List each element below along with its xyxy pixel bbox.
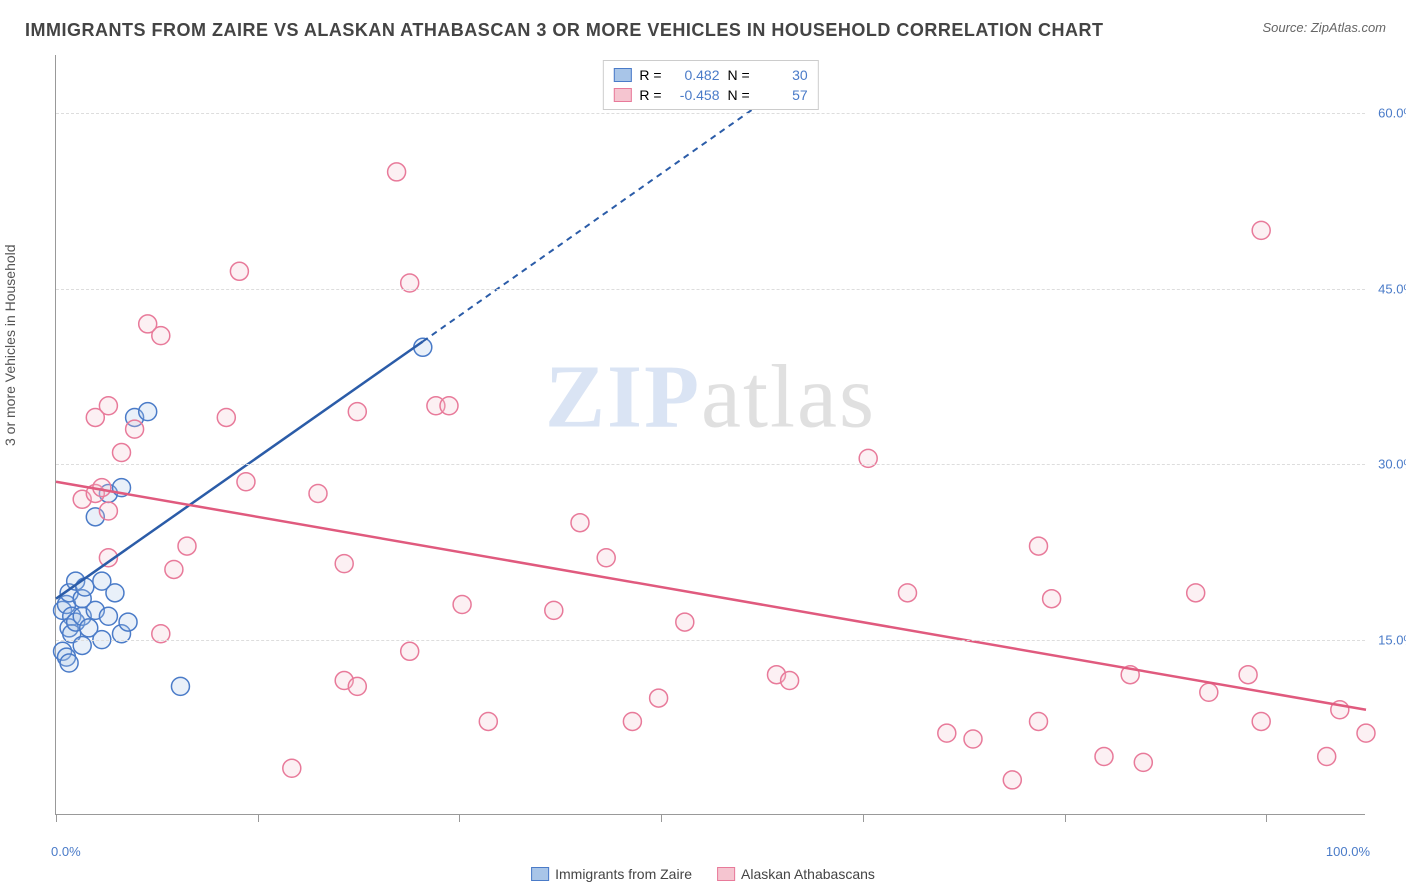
legend-swatch-1 [613, 68, 631, 82]
x-tick [1065, 814, 1066, 822]
data-point [139, 403, 157, 421]
data-point [388, 163, 406, 181]
data-point [1318, 748, 1336, 766]
data-point [650, 689, 668, 707]
trend-line [56, 482, 1366, 710]
data-point [401, 642, 419, 660]
data-point [99, 502, 117, 520]
data-point [938, 724, 956, 742]
x-tick [661, 814, 662, 822]
x-tick [56, 814, 57, 822]
data-point [1252, 712, 1270, 730]
data-point [1003, 771, 1021, 789]
data-point [106, 584, 124, 602]
data-point [1030, 712, 1048, 730]
data-point [165, 560, 183, 578]
grid-line [56, 113, 1365, 114]
y-tick-label: 30.0% [1370, 457, 1406, 472]
x-tick [258, 814, 259, 822]
data-point [152, 327, 170, 345]
x-tick [863, 814, 864, 822]
data-point [781, 672, 799, 690]
data-point [237, 473, 255, 491]
chart-title: IMMIGRANTS FROM ZAIRE VS ALASKAN ATHABAS… [25, 20, 1104, 41]
legend-correlation-box: R = 0.482 N = 30 R = -0.458 N = 57 [602, 60, 818, 110]
r-value-1: 0.482 [670, 67, 720, 83]
x-tick-label-right: 100.0% [1326, 844, 1370, 859]
source-label: Source: ZipAtlas.com [1262, 20, 1386, 35]
data-point [440, 397, 458, 415]
data-point [1095, 748, 1113, 766]
scatter-svg [56, 55, 1365, 814]
data-point [479, 712, 497, 730]
n-value-2: 57 [758, 87, 808, 103]
r-prefix: R = [639, 67, 661, 83]
n-prefix: N = [728, 67, 750, 83]
data-point [119, 613, 137, 631]
data-point [283, 759, 301, 777]
legend-row-series2: R = -0.458 N = 57 [613, 85, 807, 105]
data-point [1134, 753, 1152, 771]
trend-line [56, 341, 423, 598]
data-point [571, 514, 589, 532]
r-prefix: R = [639, 87, 661, 103]
data-point [964, 730, 982, 748]
data-point [623, 712, 641, 730]
x-tick [459, 814, 460, 822]
data-point [1187, 584, 1205, 602]
data-point [545, 601, 563, 619]
data-point [113, 444, 131, 462]
x-tick [1266, 814, 1267, 822]
grid-line [56, 289, 1365, 290]
grid-line [56, 464, 1365, 465]
n-value-1: 30 [758, 67, 808, 83]
legend-bottom-swatch-2 [717, 867, 735, 881]
data-point [1239, 666, 1257, 684]
grid-line [56, 640, 1365, 641]
data-point [76, 578, 94, 596]
data-point [335, 555, 353, 573]
data-point [899, 584, 917, 602]
data-point [230, 262, 248, 280]
data-point [99, 397, 117, 415]
data-point [676, 613, 694, 631]
legend-bottom-item-1: Immigrants from Zaire [531, 866, 692, 882]
plot-area: ZIPatlas R = 0.482 N = 30 R = -0.458 N =… [55, 55, 1365, 815]
data-point [597, 549, 615, 567]
data-point [348, 677, 366, 695]
legend-bottom-item-2: Alaskan Athabascans [717, 866, 875, 882]
data-point [1030, 537, 1048, 555]
data-point [348, 403, 366, 421]
trend-line-extrapolated [423, 102, 764, 342]
data-point [171, 677, 189, 695]
data-point [217, 408, 235, 426]
legend-bottom-label-2: Alaskan Athabascans [741, 866, 875, 882]
data-point [60, 654, 78, 672]
data-point [1200, 683, 1218, 701]
y-tick-label: 15.0% [1370, 632, 1406, 647]
data-point [1252, 221, 1270, 239]
y-axis-label: 3 or more Vehicles in Household [2, 244, 18, 446]
data-point [178, 537, 196, 555]
data-point [453, 596, 471, 614]
r-value-2: -0.458 [670, 87, 720, 103]
n-prefix: N = [728, 87, 750, 103]
data-point [1043, 590, 1061, 608]
chart-container: IMMIGRANTS FROM ZAIRE VS ALASKAN ATHABAS… [0, 0, 1406, 892]
data-point [99, 607, 117, 625]
data-point [1357, 724, 1375, 742]
y-tick-label: 60.0% [1370, 106, 1406, 121]
data-point [126, 420, 144, 438]
legend-bottom: Immigrants from Zaire Alaskan Athabascan… [531, 866, 875, 882]
data-point [309, 484, 327, 502]
legend-bottom-swatch-1 [531, 867, 549, 881]
legend-row-series1: R = 0.482 N = 30 [613, 65, 807, 85]
x-tick-label-left: 0.0% [51, 844, 81, 859]
y-tick-label: 45.0% [1370, 281, 1406, 296]
legend-swatch-2 [613, 88, 631, 102]
legend-bottom-label-1: Immigrants from Zaire [555, 866, 692, 882]
